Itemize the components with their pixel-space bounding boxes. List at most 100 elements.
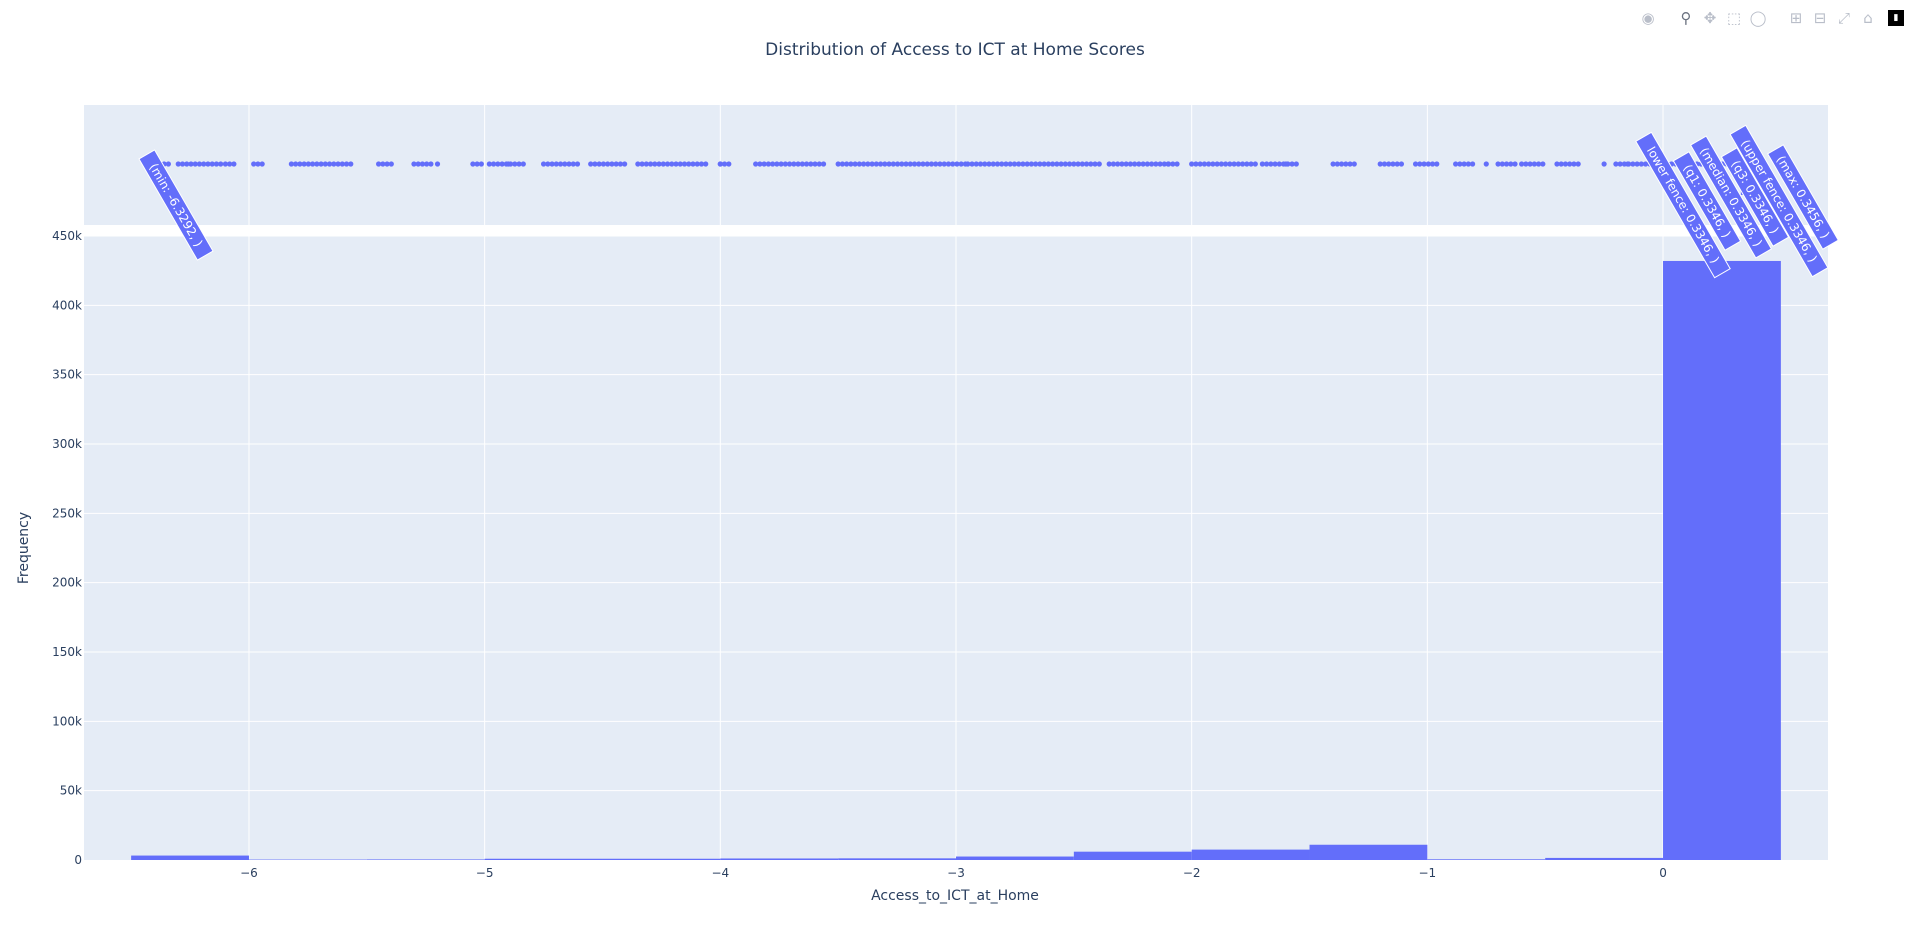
histogram-bar[interactable] [838,858,956,860]
outlier-point[interactable] [1096,161,1102,167]
histogram-bar[interactable] [1545,857,1664,860]
outlier-point[interactable] [726,161,732,167]
zoom-in-icon[interactable]: ⊞ [1789,8,1803,27]
outlier-point[interactable] [664,161,671,167]
outlier-point[interactable] [380,161,386,167]
outlier-point[interactable] [933,161,939,167]
outlier-point[interactable] [1347,161,1353,167]
outlier-point[interactable] [1033,161,1039,167]
outlier-point[interactable] [703,161,709,167]
outlier-point[interactable] [474,161,480,167]
outlier-point[interactable] [1558,161,1564,167]
outlier-point[interactable] [512,161,518,167]
outlier-point[interactable] [1028,161,1035,167]
outlier-point[interactable] [856,161,862,167]
outlier-point[interactable] [639,161,645,167]
outlier-point[interactable] [165,161,171,167]
histogram-bar[interactable] [1191,849,1310,860]
outlier-point[interactable] [1106,161,1112,167]
outlier-point[interactable] [540,161,547,167]
outlier-point[interactable] [1189,161,1195,167]
outlier-point[interactable] [301,161,307,167]
outlier-point[interactable] [1398,161,1405,167]
outlier-point[interactable] [1066,161,1073,167]
outlier-point[interactable] [1571,161,1577,167]
plotly-logo[interactable]: ▮ [1888,10,1904,26]
outlier-point[interactable] [1630,161,1636,167]
outlier-point[interactable] [434,161,441,167]
outlier-point[interactable] [820,161,827,167]
outlier-point[interactable] [990,161,996,167]
outlier-point[interactable] [647,161,654,167]
outlier-point[interactable] [1062,161,1068,167]
outlier-point[interactable] [803,161,810,167]
outlier-point[interactable] [1465,161,1471,167]
outlier-point[interactable] [652,161,658,167]
outlier-point[interactable] [609,161,615,167]
outlier-point[interactable] [1272,161,1278,167]
outlier-point[interactable] [778,161,784,167]
outlier-point[interactable] [1054,161,1060,167]
outlier-point[interactable] [1020,161,1026,167]
outlier-point[interactable] [1239,161,1246,167]
outlier-point[interactable] [1540,161,1546,167]
outlier-point[interactable] [911,161,918,167]
outlier-point[interactable] [545,161,551,167]
outlier-point[interactable] [969,161,975,167]
outlier-point[interactable] [1110,161,1117,167]
outlier-point[interactable] [1381,161,1388,167]
outlier-point[interactable] [865,161,871,167]
outlier-point[interactable] [1227,161,1233,167]
outlier-point[interactable] [415,161,421,167]
outlier-point[interactable] [1144,161,1150,167]
outlier-point[interactable] [1264,161,1270,167]
outlier-point[interactable] [209,161,215,167]
outlier-point[interactable] [643,161,649,167]
outlier-point[interactable] [1170,161,1176,167]
outlier-point[interactable] [1390,161,1396,167]
outlier-point[interactable] [259,161,265,167]
outlier-point[interactable] [470,161,476,167]
outlier-point[interactable] [1453,161,1459,167]
outlier-point[interactable] [1601,161,1607,167]
outlier-point[interactable] [899,161,905,167]
outlier-point[interactable] [314,161,320,167]
outlier-point[interactable] [861,161,867,167]
outlier-point[interactable] [1037,161,1043,167]
camera-icon[interactable]: ◉ [1641,8,1655,27]
outlier-point[interactable] [869,161,875,167]
outlier-point[interactable] [677,161,683,167]
outlier-point[interactable] [941,161,947,167]
outlier-point[interactable] [950,161,956,167]
outlier-point[interactable] [213,161,220,167]
outlier-point[interactable] [339,161,345,167]
outlier-point[interactable] [1330,161,1336,167]
outlier-point[interactable] [757,161,763,167]
outlier-point[interactable] [288,161,294,167]
outlier-point[interactable] [681,161,688,167]
histogram-bar[interactable] [956,856,1074,860]
outlier-point[interactable] [660,161,666,167]
outlier-point[interactable] [1527,161,1533,167]
outlier-point[interactable] [694,161,700,167]
outlier-point[interactable] [322,161,328,167]
histogram-bar[interactable] [1309,844,1428,860]
outlier-point[interactable] [557,161,564,167]
outlier-point[interactable] [673,161,679,167]
outlier-point[interactable] [986,161,992,167]
lasso-icon[interactable]: ◯ [1749,8,1767,27]
outlier-point[interactable] [310,161,316,167]
outlier-point[interactable] [1512,161,1518,167]
outlier-point[interactable] [1045,161,1051,167]
outlier-point[interactable] [592,161,598,167]
outlier-point[interactable] [1153,161,1159,167]
outlier-point[interactable] [1519,161,1525,167]
outlier-point[interactable] [761,161,767,167]
outlier-point[interactable] [903,161,909,167]
outlier-point[interactable] [816,161,822,167]
outlier-point[interactable] [1268,161,1274,167]
outlier-point[interactable] [690,161,696,167]
outlier-point[interactable] [588,161,594,167]
outlier-point[interactable] [1011,161,1018,167]
outlier-point[interactable] [1554,161,1560,167]
